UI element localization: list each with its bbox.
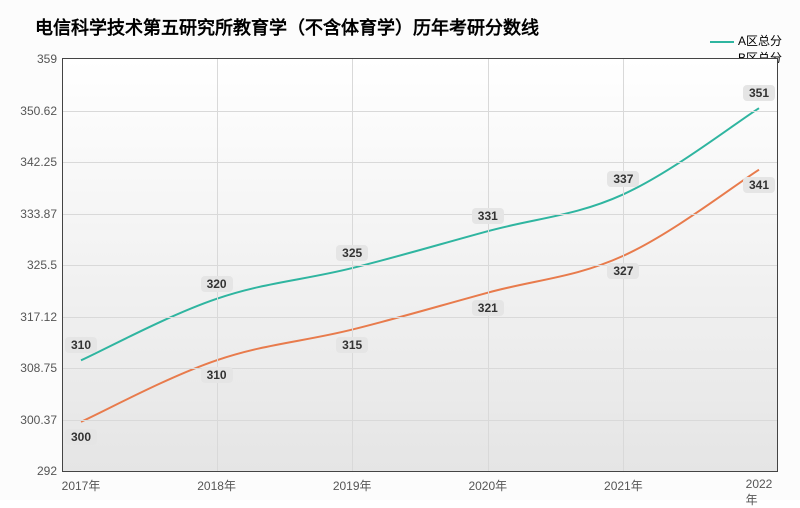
chart-container: 电信科学技术第五研究所教育学（不含体育学）历年考研分数线 A区总分B区总分 29… — [0, 0, 800, 500]
y-axis-label: 317.12 — [20, 310, 63, 324]
point-label: 300 — [65, 429, 97, 445]
point-label: 351 — [743, 85, 775, 101]
point-label: 315 — [336, 337, 368, 353]
x-axis-label: 2021年 — [604, 471, 643, 494]
plot-area: 292300.37308.75317.12325.5333.87342.2535… — [62, 58, 778, 472]
y-axis-label: 308.75 — [20, 361, 63, 375]
grid-line — [63, 162, 777, 163]
grid-line — [63, 111, 777, 112]
legend-label: A区总分 — [738, 34, 782, 48]
point-label: 325 — [336, 245, 368, 261]
y-axis-label: 292 — [37, 464, 63, 478]
grid-line — [488, 59, 489, 471]
grid-line — [63, 265, 777, 266]
x-axis-label: 2018年 — [197, 471, 236, 494]
series-line — [81, 108, 759, 360]
grid-line — [63, 214, 777, 215]
legend-swatch — [710, 41, 734, 43]
point-label: 327 — [607, 263, 639, 279]
point-label: 320 — [201, 276, 233, 292]
series-line — [81, 170, 759, 422]
y-axis-label: 325.5 — [27, 258, 63, 272]
x-axis-label: 2017年 — [62, 471, 101, 494]
grid-line — [352, 59, 353, 471]
y-axis-label: 350.62 — [20, 104, 63, 118]
y-axis-label: 333.87 — [20, 207, 63, 221]
grid-line — [63, 420, 777, 421]
x-axis-label: 2019年 — [333, 471, 372, 494]
x-axis-label: 2022年 — [746, 471, 773, 508]
chart-title: 电信科学技术第五研究所教育学（不含体育学）历年考研分数线 — [35, 14, 539, 40]
point-label: 331 — [472, 208, 504, 224]
grid-line — [63, 368, 777, 369]
y-axis-label: 342.25 — [20, 155, 63, 169]
point-label: 310 — [201, 367, 233, 383]
point-label: 337 — [607, 171, 639, 187]
grid-line — [63, 317, 777, 318]
x-axis-label: 2020年 — [468, 471, 507, 494]
y-axis-label: 359 — [37, 52, 63, 66]
point-label: 321 — [472, 300, 504, 316]
legend-item: A区总分 — [710, 32, 782, 49]
y-axis-label: 300.37 — [20, 413, 63, 427]
point-label: 341 — [743, 177, 775, 193]
grid-line — [217, 59, 218, 471]
point-label: 310 — [65, 337, 97, 353]
